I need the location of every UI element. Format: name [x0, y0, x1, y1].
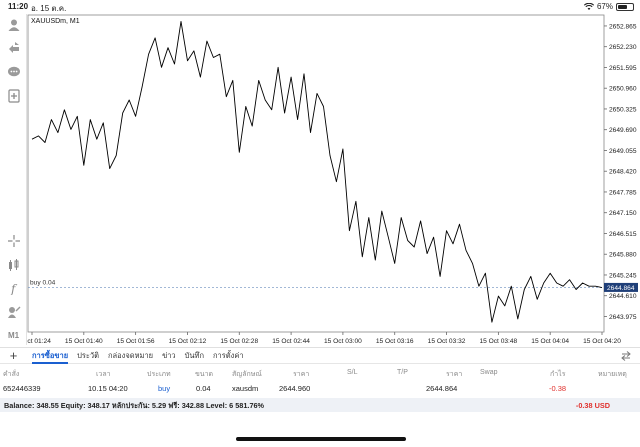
status-bar: 11:20 อ. 15 ต.ค. 67% [0, 0, 640, 14]
price-label: 2643.975 [609, 314, 637, 321]
price-label: 2647.150 [609, 210, 637, 217]
time-label: 15 Oct 04:04 [531, 338, 569, 345]
status-time: 11:20 [8, 2, 29, 11]
price-label: 2651.595 [609, 65, 637, 72]
status-date: อ. 15 ต.ค. [31, 4, 67, 13]
current-price-label: 2644.864 [607, 285, 635, 292]
tab-0[interactable]: การซื้อขาย [32, 347, 69, 364]
add-button[interactable]: + [9, 348, 18, 363]
time-label: 15 Oct 04:20 [583, 338, 621, 345]
header-tp: T/P [397, 369, 408, 376]
header-sl: S/L [347, 369, 358, 376]
time-label: 15 Oct 01:40 [65, 338, 103, 345]
price-label: 2649.690 [609, 127, 637, 134]
header-price: ราคา [446, 371, 463, 378]
table-row[interactable]: 652446339 10.15 04:20 buy 0.04 xausdm 26… [0, 381, 640, 397]
header-order: คำสั่ง [3, 371, 20, 378]
time-label: 15 Oct 03:48 [479, 338, 517, 345]
current-price-tag [604, 282, 638, 292]
chart-symbol-label: XAUUSDm, M1 [31, 18, 80, 25]
time-label: 15 Oct 02:12 [169, 338, 207, 345]
header-type: ประเภท [147, 371, 171, 378]
terminal-tabs: การซื้อขาย ประวัติ กล่องจดหมาย ข่าว บันทึก กา… [32, 347, 253, 364]
header-open-price: ราคา [293, 371, 310, 378]
price-chart[interactable]: 2652.865 2652.230 2651.595 2650.960 2650.325… [27, 14, 640, 345]
header-time: เวลา [96, 371, 111, 378]
time-label: 15 Oct 02:28 [220, 338, 258, 345]
price-label: 2644.610 [609, 293, 637, 300]
trade-icon[interactable] [5, 39, 22, 56]
objects-icon[interactable] [5, 303, 22, 320]
battery-icon [616, 2, 634, 11]
swap-order-icon[interactable] [620, 350, 632, 362]
price-label: 2646.515 [609, 231, 637, 238]
price-label: 2649.055 [609, 148, 637, 155]
tab-3[interactable]: ข่าว [162, 351, 176, 360]
time-label: 15 Oct 03:32 [428, 338, 466, 345]
time-label: 15 Oct 03:00 [324, 338, 362, 345]
position-label: buy 0.04 [30, 279, 56, 286]
trade-table-header: คำสั่ง เวลา ประเภท ขนาด สัญลักษณ์ ราคา S… [0, 366, 640, 380]
indicators-icon[interactable] [5, 256, 22, 273]
row-open-price: 2644.960 [279, 384, 311, 393]
price-label: 2645.880 [609, 252, 637, 259]
function-icon[interactable]: f [5, 279, 22, 296]
chat-icon[interactable] [5, 63, 22, 80]
status-right: 67% [583, 2, 634, 11]
tab-4[interactable]: บันทึก [184, 351, 205, 360]
header-symbol: สัญลักษณ์ [232, 371, 262, 378]
left-toolbar: f M1 [0, 14, 27, 345]
header-volume: ขนาด [195, 371, 214, 378]
row-symbol: xausdm [232, 384, 259, 393]
time-label: 15 Oct 02:44 [272, 338, 310, 345]
price-label: 2652.230 [609, 44, 637, 51]
account-summary-text: Balance: 348.55 Equity: 348.17 หลักประกั… [4, 401, 265, 410]
account-icon[interactable] [5, 16, 22, 33]
price-label: 2650.960 [609, 86, 637, 93]
price-line [31, 21, 603, 323]
terminal-tabs-row: + การซื้อขาย ประวัติ กล่องจดหมาย ข่าว บันทึก… [0, 347, 640, 364]
price-label: 2645.245 [609, 272, 637, 279]
time-label: 15 Oct 03:16 [376, 338, 414, 345]
time-label: 15 Oct 01:24 [27, 338, 51, 345]
header-comment: หมายเหตุ [598, 371, 627, 378]
account-summary: Balance: 348.55 Equity: 348.17 หลักประกั… [0, 398, 640, 412]
row-volume: 0.04 [196, 384, 211, 393]
row-profit: -0.38 [549, 384, 567, 393]
price-label: 2650.325 [609, 106, 637, 113]
tab-2[interactable]: กล่องจดหมาย [108, 351, 154, 360]
home-indicator [236, 437, 406, 441]
tab-1[interactable]: ประวัติ [77, 351, 100, 360]
header-swap: Swap [480, 369, 498, 376]
row-type: buy [158, 384, 171, 393]
plot-frame [27, 14, 605, 333]
header-profit: กำไร [550, 371, 566, 378]
price-label: 2652.865 [609, 23, 637, 30]
chart-canvas[interactable]: 2652.865 2652.230 2651.595 2650.960 2650.325… [27, 14, 640, 345]
crosshair-icon[interactable] [5, 232, 22, 249]
battery-percent: 67% [596, 2, 613, 11]
tab-5[interactable]: การตั้งค่า [213, 351, 244, 360]
price-label: 2647.785 [609, 189, 637, 196]
row-time: 10.15 04:20 [88, 384, 128, 393]
wifi-icon [583, 2, 594, 10]
timeframe-button[interactable]: M1 [7, 331, 20, 340]
price-label: 2648.420 [609, 169, 637, 176]
add-chart-icon[interactable] [5, 87, 22, 104]
svg-text:f: f [10, 282, 18, 295]
time-label: 15 Oct 01:56 [117, 338, 155, 345]
row-order: 652446339 [3, 384, 41, 393]
row-price: 2644.864 [426, 384, 458, 393]
total-profit: -0.38 USD [575, 401, 610, 410]
